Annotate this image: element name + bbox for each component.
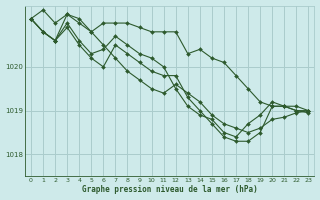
X-axis label: Graphe pression niveau de la mer (hPa): Graphe pression niveau de la mer (hPa) (82, 185, 258, 194)
